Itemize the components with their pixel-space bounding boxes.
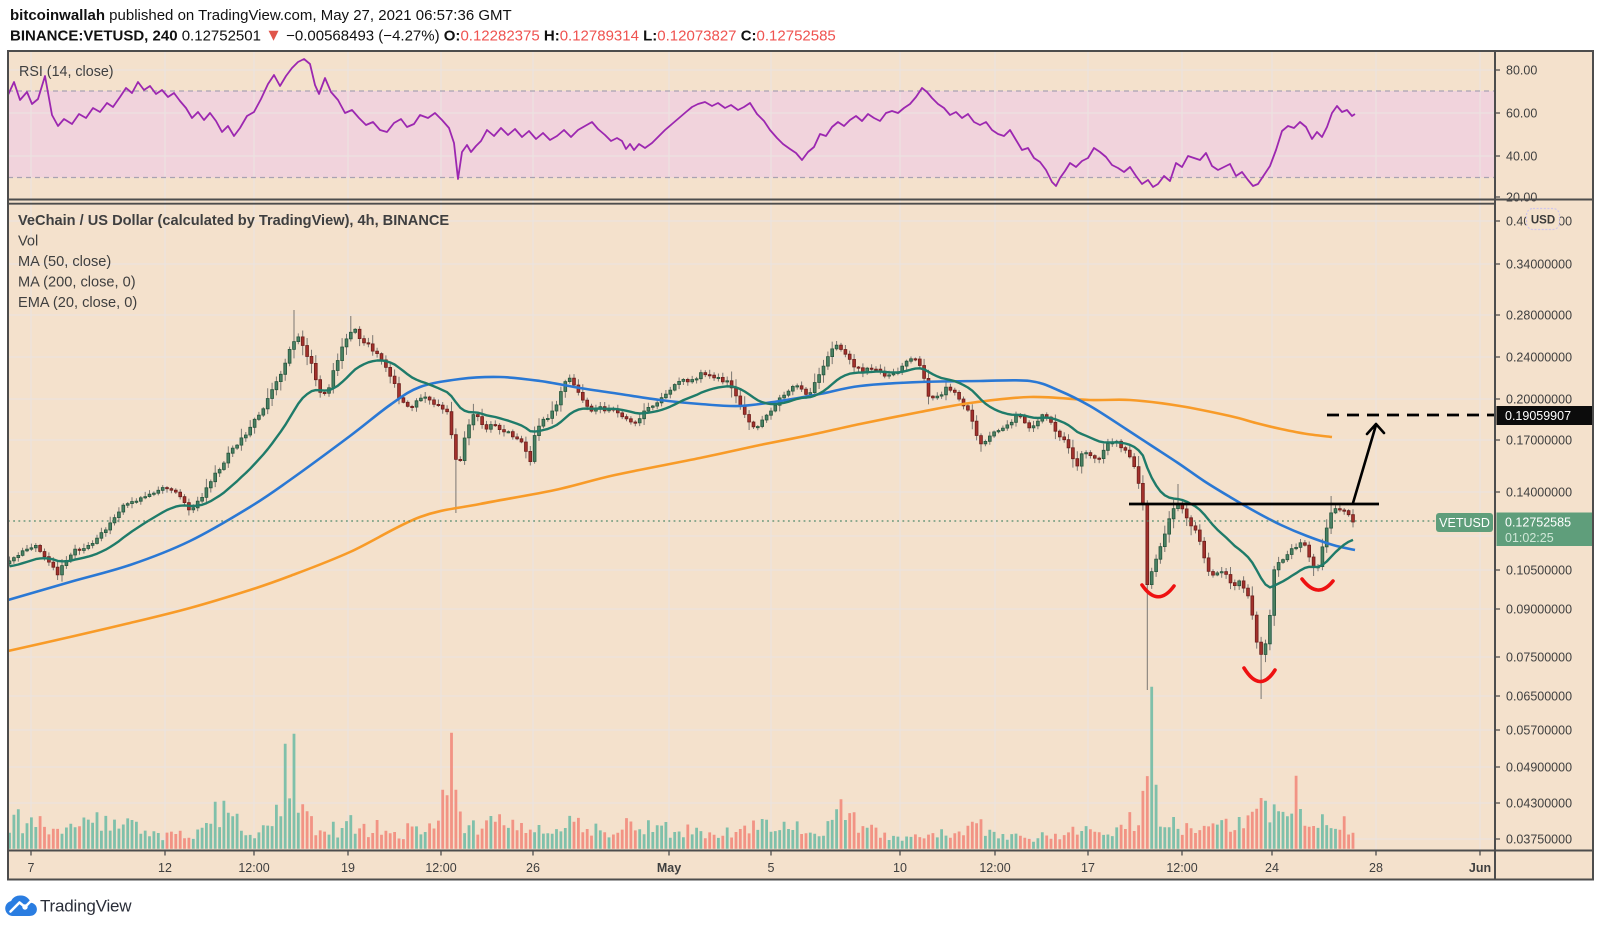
svg-text:0.03750000: 0.03750000 (1506, 832, 1572, 846)
svg-text:USD: USD (1531, 215, 1555, 227)
svg-text:Vol: Vol (18, 234, 38, 250)
svg-text:40.00: 40.00 (1506, 149, 1537, 163)
svg-text:12:00: 12:00 (1166, 861, 1197, 875)
svg-text:12:00: 12:00 (425, 861, 456, 875)
svg-text:VETUSD: VETUSD (1439, 516, 1490, 530)
svg-text:0.19059907: 0.19059907 (1505, 409, 1571, 423)
svg-text:Jun: Jun (1469, 861, 1491, 875)
svg-text:0.12752585: 0.12752585 (1505, 516, 1571, 530)
svg-text:10: 10 (893, 861, 907, 875)
svg-text:MA (200, close, 0): MA (200, close, 0) (18, 275, 136, 291)
svg-text:17: 17 (1081, 861, 1095, 875)
svg-text:20.00: 20.00 (1506, 190, 1537, 204)
svg-text:0.06500000: 0.06500000 (1506, 689, 1572, 703)
svg-text:0.07500000: 0.07500000 (1506, 650, 1572, 664)
svg-text:26: 26 (526, 861, 540, 875)
svg-text:MA (50, close): MA (50, close) (18, 254, 111, 270)
svg-text:0.09000000: 0.09000000 (1506, 602, 1572, 616)
svg-text:5: 5 (768, 861, 775, 875)
svg-text:0.05700000: 0.05700000 (1506, 723, 1572, 737)
svg-text:RSI (14, close): RSI (14, close) (19, 64, 114, 80)
svg-text:80.00: 80.00 (1506, 63, 1537, 77)
svg-text:May: May (657, 861, 681, 875)
svg-text:12:00: 12:00 (238, 861, 269, 875)
svg-text:EMA (20, close, 0): EMA (20, close, 0) (18, 295, 137, 311)
svg-text:VeChain / US Dollar (calculate: VeChain / US Dollar (calculated by Tradi… (18, 213, 449, 229)
svg-text:01:02:25: 01:02:25 (1505, 531, 1554, 545)
svg-text:bitcoinwallah published on Tra: bitcoinwallah published on TradingView.c… (10, 7, 512, 24)
svg-text:0.24000000: 0.24000000 (1506, 350, 1572, 364)
svg-text:0.14000000: 0.14000000 (1506, 485, 1572, 499)
svg-text:24: 24 (1265, 861, 1279, 875)
svg-text:0.28000000: 0.28000000 (1506, 308, 1572, 322)
svg-text:60.00: 60.00 (1506, 106, 1537, 120)
svg-text:0.04300000: 0.04300000 (1506, 796, 1572, 810)
svg-text:7: 7 (28, 861, 35, 875)
svg-text:12:00: 12:00 (979, 861, 1010, 875)
svg-text:0.04900000: 0.04900000 (1506, 760, 1572, 774)
svg-text:TradingView: TradingView (40, 897, 132, 916)
svg-text:12: 12 (158, 861, 172, 875)
svg-text:0.34000000: 0.34000000 (1506, 257, 1572, 271)
svg-text:BINANCE:VETUSD, 240 0.1275250: BINANCE:VETUSD, 240 0.12752501 ▼ −0.0056… (10, 26, 836, 45)
svg-text:0.17000000: 0.17000000 (1506, 433, 1572, 447)
svg-text:0.20000000: 0.20000000 (1506, 392, 1572, 406)
svg-text:0.10500000: 0.10500000 (1506, 563, 1572, 577)
svg-text:28: 28 (1369, 861, 1383, 875)
svg-text:19: 19 (341, 861, 355, 875)
